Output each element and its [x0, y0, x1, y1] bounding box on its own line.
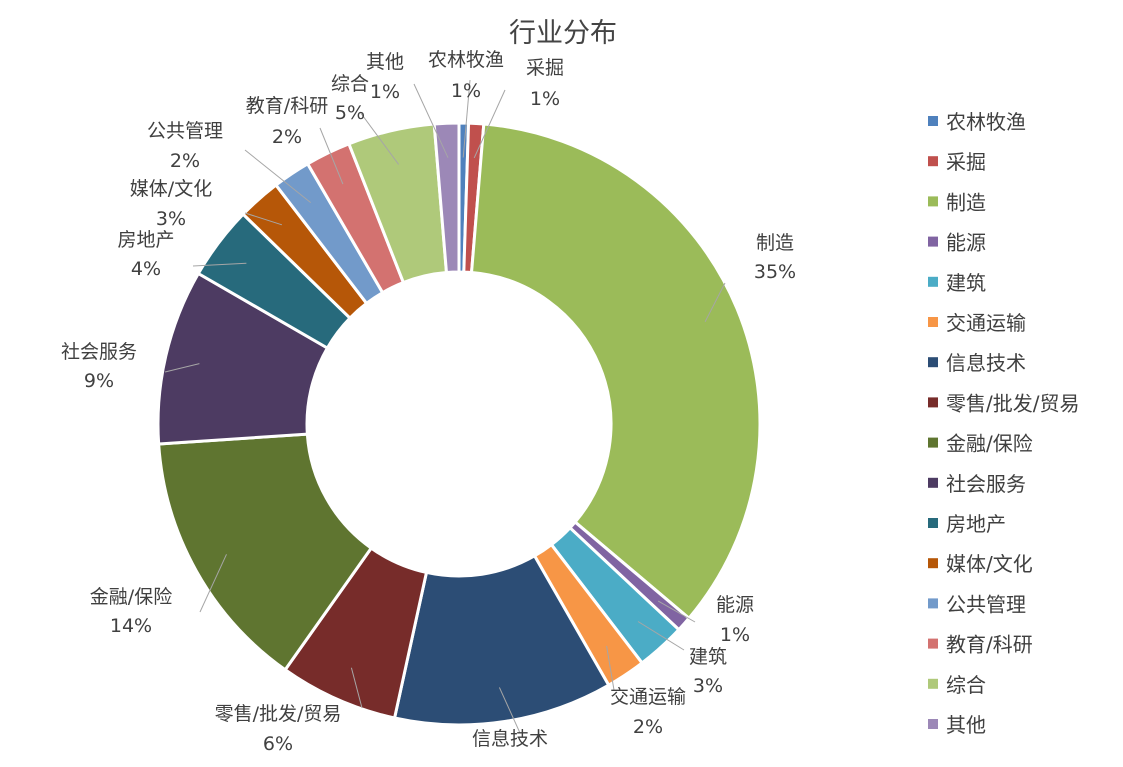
leader-lines [164, 79, 726, 734]
legend-swatch-7 [928, 357, 938, 368]
slice-6-leader [606, 645, 615, 691]
slice-11-name-label: 房地产 [117, 229, 174, 251]
slice-15-leader [359, 111, 400, 165]
slice-15-name-label: 综合 [331, 73, 369, 95]
legend-swatch-13 [928, 598, 938, 609]
legend: 农林牧渔采掘制造能源建筑交通运输信息技术零售/批发/贸易金融/保险社会服务房地产… [928, 110, 1079, 737]
legend-label-13: 公共管理 [946, 592, 1026, 616]
slice-9-percent-label: 14% [110, 615, 152, 637]
slice-13-leader [244, 149, 312, 203]
slice-3-name-label: 制造 [756, 232, 794, 254]
legend-swatch-4 [928, 236, 938, 247]
legend-swatch-1 [928, 116, 938, 126]
slice-8-leader [350, 667, 363, 709]
slice-2-name-label: 采掘 [526, 57, 564, 79]
slice-1-name-label: 农林牧渔 [428, 49, 504, 71]
slice-13-name-label: 公共管理 [147, 120, 223, 142]
slice-6-name-label: 交通运输 [610, 686, 686, 708]
slice-5-leader [637, 621, 685, 651]
slice-10-percent-label: 9% [84, 370, 114, 392]
slice-5-percent-label: 3% [693, 675, 723, 697]
slice-4-leader [657, 600, 696, 623]
slice-1-percent-label: 1% [451, 80, 481, 102]
slice-7 [392, 553, 611, 727]
legend-swatch-6 [928, 317, 938, 327]
legend-label-3: 制造 [946, 190, 986, 214]
slice-2-leader [473, 89, 506, 159]
legend-label-15: 综合 [946, 673, 986, 697]
slice-13-percent-label: 2% [170, 150, 200, 172]
slice-7-leader [498, 687, 521, 734]
legend-swatch-14 [928, 638, 938, 649]
slice-11-leader [192, 262, 247, 267]
slice-7-name-label: 信息技术 [472, 728, 548, 750]
slice-8-percent-label: 6% [263, 733, 293, 755]
slice-16-name-label: 其他 [366, 51, 404, 73]
slice-3-percent-label: 35% [754, 261, 796, 283]
slice-10-leader [164, 363, 200, 373]
legend-label-1: 农林牧渔 [946, 110, 1026, 134]
slice-3-leader [704, 282, 726, 323]
legend-swatch-8 [928, 397, 938, 408]
legend-label-12: 媒体/文化 [946, 552, 1033, 576]
legend-label-16: 其他 [946, 713, 986, 737]
legend-label-4: 能源 [946, 231, 986, 255]
slice-12-leader [244, 212, 283, 226]
chart-title: 行业分布 [509, 18, 617, 49]
slice-9-leader [199, 554, 227, 613]
slice-9-name-label: 金融/保险 [90, 586, 172, 608]
slice-15-percent-label: 5% [335, 102, 365, 124]
legend-label-14: 教育/科研 [946, 633, 1033, 657]
slice-14-percent-label: 2% [272, 126, 302, 148]
donut-slices [156, 121, 762, 727]
legend-swatch-5 [928, 276, 938, 287]
legend-label-2: 采掘 [946, 150, 986, 174]
legend-label-6: 交通运输 [946, 311, 1026, 335]
legend-swatch-15 [928, 678, 938, 689]
legend-swatch-16 [928, 719, 938, 729]
slice-4-percent-label: 1% [720, 624, 750, 646]
slice-16-leader [413, 83, 449, 158]
legend-label-5: 建筑 [946, 271, 986, 295]
legend-label-7: 信息技术 [946, 351, 1026, 375]
slice-16 [432, 121, 461, 275]
legend-label-10: 社会服务 [946, 472, 1026, 496]
legend-swatch-11 [928, 518, 938, 528]
legend-swatch-10 [928, 477, 938, 488]
slice-11-percent-label: 4% [131, 258, 161, 280]
legend-label-8: 零售/批发/贸易 [946, 391, 1079, 415]
slice-14-name-label: 教育/科研 [246, 95, 328, 117]
slice-14-leader [319, 127, 344, 185]
legend-swatch-12 [928, 558, 938, 569]
slice-12-percent-label: 3% [156, 208, 186, 230]
slice-10-name-label: 社会服务 [61, 341, 137, 363]
slice-16-percent-label: 1% [370, 81, 400, 103]
slice-3 [469, 122, 762, 621]
legend-swatch-2 [928, 156, 938, 167]
slice-1-leader [462, 79, 471, 158]
slice-2-percent-label: 1% [530, 88, 560, 110]
data-labels: 农林牧渔1%采掘1%制造35%能源1%建筑3%交通运输2%信息技术零售/批发/贸… [61, 49, 796, 755]
legend-swatch-3 [928, 196, 938, 207]
slice-12-name-label: 媒体/文化 [130, 178, 212, 200]
slice-5-name-label: 建筑 [689, 646, 727, 668]
slice-9 [157, 432, 374, 672]
slice-8-name-label: 零售/批发/贸易 [215, 703, 342, 725]
legend-label-9: 金融/保险 [946, 432, 1033, 456]
slice-4-name-label: 能源 [716, 594, 754, 616]
legend-label-11: 房地产 [946, 512, 1006, 536]
legend-swatch-9 [928, 437, 938, 448]
slice-6-percent-label: 2% [633, 716, 663, 738]
